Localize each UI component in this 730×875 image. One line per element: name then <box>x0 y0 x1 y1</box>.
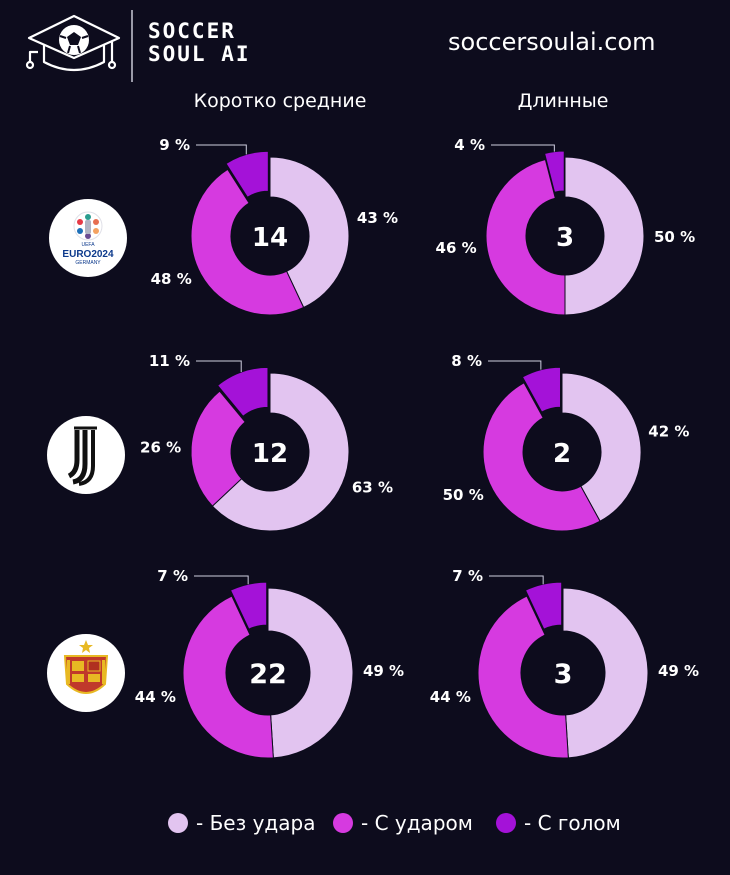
legend-item-shot: - С ударом <box>333 808 473 838</box>
donut-1-1: 2 42 % 50 % 8 % <box>443 352 689 532</box>
slice-shot <box>182 595 274 759</box>
donut-1-0: 12 63 % 26 % 11 % <box>140 352 393 532</box>
label-shot: 50 % <box>443 486 484 504</box>
slice-goal <box>225 150 269 198</box>
label-goal: 8 % <box>451 352 482 370</box>
center-value: 3 <box>556 223 574 253</box>
donut-2-0: 22 49 % 44 % 7 % <box>135 567 404 759</box>
euro2024-logo-icon: UEFA EURO2024 GERMANY <box>62 211 114 266</box>
slice-no-shot <box>562 587 649 759</box>
soccer-soul-logo-icon <box>25 14 121 72</box>
label-no-shot: 43 % <box>357 209 398 227</box>
slice-shot <box>190 390 246 507</box>
label-shot: 46 % <box>436 239 477 257</box>
slice-no-shot <box>211 372 350 532</box>
legend-item-goal: - С голом <box>496 808 621 838</box>
donut-0-0: 14 43 % 48 % 9 % <box>151 136 398 316</box>
leader-line <box>488 360 542 370</box>
slice-shot <box>190 168 305 316</box>
team-logo-euro2024: UEFA EURO2024 GERMANY <box>49 199 127 277</box>
slice-goal <box>521 366 562 413</box>
leader-line <box>196 360 242 373</box>
euro2024-logo-subtext: GERMANY <box>75 260 101 266</box>
brand-name: SOCCER SOUL AI <box>148 20 251 66</box>
brand-line-1: SOCCER <box>148 19 236 43</box>
label-no-shot: 50 % <box>654 228 695 246</box>
label-shot: 26 % <box>140 439 181 457</box>
slice-goal <box>524 581 563 630</box>
slice-no-shot <box>269 156 350 309</box>
slice-goal <box>543 150 565 193</box>
label-goal: 7 % <box>157 567 188 585</box>
team-logo-spain <box>47 634 125 712</box>
team-logo-juventus <box>47 416 125 494</box>
leader-line <box>196 144 247 155</box>
column-title-long: Длинные <box>517 90 609 112</box>
legend-item-no-shot: - Без удара <box>168 808 315 838</box>
center-value: 22 <box>249 659 287 690</box>
center-value: 14 <box>252 223 288 253</box>
slice-shot <box>485 158 566 316</box>
legend-swatch-no-shot <box>168 813 188 833</box>
leader-line <box>489 575 544 585</box>
legend-label-goal: - С голом <box>524 811 621 835</box>
website-url[interactable]: soccersoulai.com <box>448 28 656 56</box>
center-value: 2 <box>553 439 571 469</box>
slice-shot <box>482 382 601 532</box>
donut-0-1: 3 50 % 46 % 4 % <box>436 136 695 316</box>
donut-2-1: 3 49 % 44 % 7 % <box>430 567 699 759</box>
leader-line <box>491 144 555 152</box>
label-shot: 44 % <box>430 688 471 706</box>
label-goal: 4 % <box>454 136 485 154</box>
label-no-shot: 49 % <box>363 662 404 680</box>
legend-swatch-shot <box>333 813 353 833</box>
legend-swatch-goal <box>496 813 516 833</box>
label-goal: 9 % <box>159 136 190 154</box>
label-goal: 7 % <box>452 567 483 585</box>
label-no-shot: 42 % <box>648 422 689 440</box>
label-shot: 44 % <box>135 688 176 706</box>
slice-shot <box>477 595 569 759</box>
leader-line <box>194 575 249 585</box>
center-value: 12 <box>252 439 288 469</box>
label-no-shot: 63 % <box>352 479 393 497</box>
legend-label-shot: - С ударом <box>361 811 473 835</box>
slice-goal <box>216 366 269 418</box>
euro2024-logo-text: EURO2024 <box>62 249 114 260</box>
slice-goal <box>229 581 268 630</box>
slice-no-shot <box>564 156 645 316</box>
center-value: 3 <box>554 659 573 690</box>
column-title-short-medium: Коротко средние <box>193 90 367 112</box>
legend-label-no-shot: - Без удара <box>196 811 316 835</box>
label-goal: 11 % <box>149 352 190 370</box>
spain-crest-icon <box>63 640 109 694</box>
svg-text:UEFA: UEFA <box>81 242 95 248</box>
juventus-logo-icon <box>67 426 97 486</box>
slice-no-shot <box>561 372 642 522</box>
brand-line-2: SOUL AI <box>148 42 251 66</box>
label-shot: 48 % <box>151 270 192 288</box>
header-divider <box>131 10 133 82</box>
label-no-shot: 49 % <box>658 662 699 680</box>
slice-no-shot <box>267 587 354 759</box>
